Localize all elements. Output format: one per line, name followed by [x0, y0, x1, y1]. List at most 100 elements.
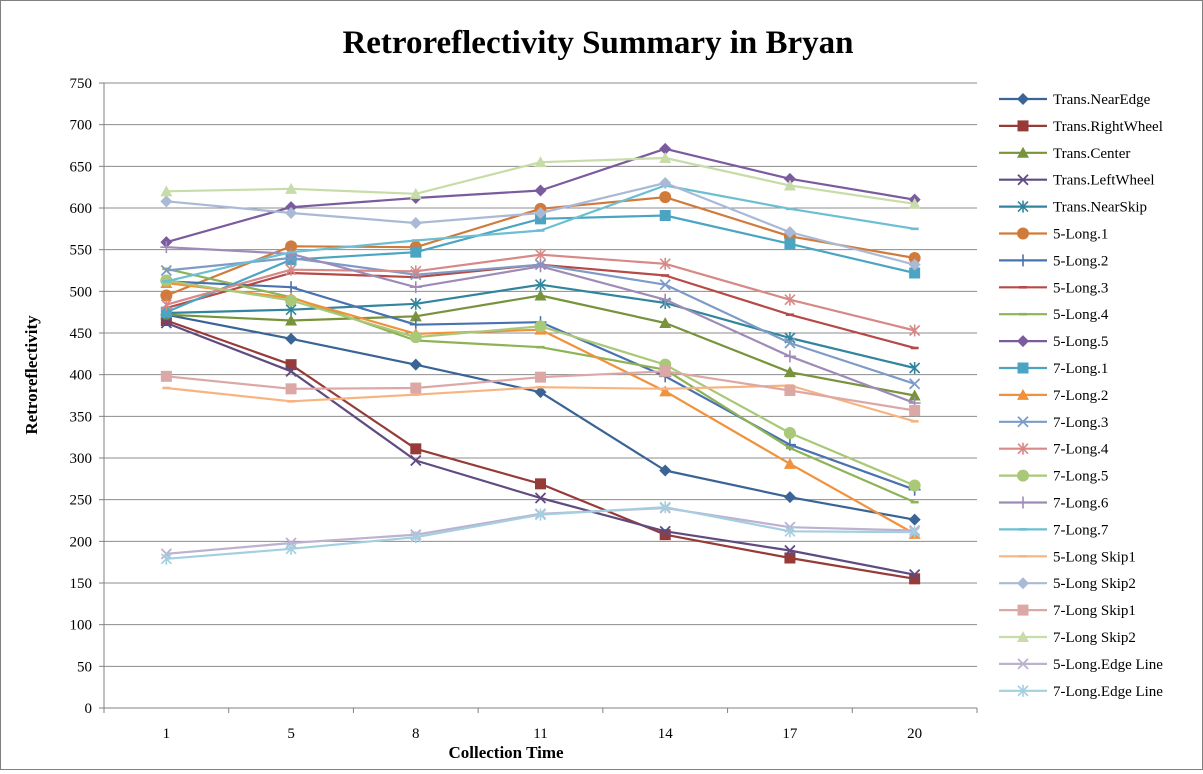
y-tick-label: 250: [70, 493, 93, 509]
legend-marker: [1017, 146, 1029, 158]
data-point: [534, 278, 547, 291]
legend-label: 7-Long.4: [1053, 442, 1109, 458]
legend-label: 5-Long.4: [1053, 307, 1109, 323]
data-point: [285, 240, 298, 253]
data-point: [659, 525, 671, 537]
data-point: [534, 289, 547, 301]
data-point: [285, 281, 298, 294]
data-point: [659, 317, 672, 328]
data-point: [409, 187, 422, 199]
legend-label: 7-Long Skip2: [1053, 630, 1136, 646]
data-point: [410, 531, 422, 544]
data-point: [909, 573, 921, 585]
data-point: [534, 508, 547, 521]
data-point: [908, 258, 921, 271]
y-axis-label: Retroreflectivity: [22, 315, 41, 435]
legend-item: 5-Long.5: [999, 334, 1108, 350]
y-tick-label: 300: [70, 451, 93, 467]
data-point: [410, 246, 422, 258]
legend-marker: [1017, 469, 1029, 482]
legend-label: 5-Long.1: [1053, 227, 1108, 243]
data-point: [160, 289, 173, 302]
y-tick-label: 600: [70, 201, 93, 217]
data-point: [534, 320, 547, 333]
legend-label: Trans.RightWheel: [1053, 119, 1163, 135]
x-tick-label: 8: [412, 726, 420, 742]
data-point: [659, 464, 672, 477]
data-point: [285, 332, 298, 345]
legend-item: 5-Long.4: [999, 307, 1109, 323]
data-point: [659, 385, 672, 397]
series-7-Long.4: [160, 248, 921, 337]
data-point: [783, 226, 796, 239]
data-point: [534, 386, 547, 399]
data-point: [409, 331, 422, 344]
data-point: [783, 172, 796, 185]
data-point: [409, 310, 422, 322]
y-tick-label: 200: [70, 534, 93, 550]
data-point: [908, 389, 921, 401]
y-tick-label: 500: [70, 284, 93, 300]
y-tick-label: 100: [70, 618, 93, 634]
x-tick-label: 17: [782, 726, 798, 742]
legend-label: 7-Long.2: [1053, 388, 1108, 404]
data-point: [285, 263, 297, 276]
legend-label: 7-Long.5: [1053, 469, 1108, 485]
legend-item: Trans.NearSkip: [999, 200, 1147, 216]
series-7-Long.5: [160, 274, 921, 492]
legend-marker: [1017, 604, 1029, 616]
series-Trans.RightWheel: [160, 315, 921, 585]
legend-marker: [1017, 658, 1029, 670]
chart-title: Retroreflectivity Summary in Bryan: [342, 25, 853, 61]
legend-label: Trans.Center: [1053, 146, 1130, 162]
data-point: [160, 298, 172, 311]
axes: 0 50 100 150 200 250 300 350 400 450 500 550 600 650 7…: [70, 76, 978, 742]
legend-marker: [1017, 388, 1029, 400]
data-point: [409, 358, 422, 371]
series-5-Long.2: [160, 275, 921, 496]
y-tick-label: 400: [70, 368, 93, 384]
legend-item: Trans.RightWheel: [999, 119, 1163, 135]
legend-label: Trans.LeftWheel: [1053, 173, 1155, 189]
legend-marker: [1017, 120, 1029, 132]
data-point: [285, 294, 298, 307]
data-point: [285, 383, 297, 395]
y-tick-label: 700: [70, 118, 93, 134]
y-tick-label: 550: [70, 243, 93, 259]
data-point: [285, 542, 297, 555]
data-point: [909, 378, 921, 390]
data-point: [410, 443, 422, 455]
data-point: [160, 315, 172, 326]
data-point: [659, 177, 672, 189]
y-tick-label: 350: [70, 409, 93, 425]
data-point: [783, 350, 796, 363]
legend-item: 7-Long.2: [999, 388, 1108, 404]
legend-item: 7-Long Skip1: [999, 603, 1136, 619]
legend-label: 5-Long.Edge Line: [1053, 657, 1163, 673]
x-tick-label: 1: [163, 726, 171, 742]
legend-item: 7-Long.1: [999, 361, 1108, 377]
x-tick-label: 11: [533, 726, 547, 742]
data-point: [659, 191, 672, 204]
legend-label: 5-Long Skip2: [1053, 576, 1136, 592]
legend-item: Trans.NearEdge: [999, 92, 1151, 108]
data-point: [909, 526, 921, 539]
data-point: [160, 370, 172, 382]
data-point: [410, 454, 422, 467]
data-point: [784, 238, 796, 250]
data-point: [908, 479, 921, 492]
data-point: [659, 152, 672, 163]
legend-item: Trans.Center: [999, 146, 1130, 162]
x-axis-label: Collection Time: [448, 743, 564, 762]
data-point: [908, 252, 921, 264]
series-Trans.NearEdge: [160, 308, 921, 526]
x-tick-label: 5: [287, 726, 295, 742]
legend-item: 7-Long.4: [999, 442, 1109, 458]
legend-marker: [1017, 93, 1029, 105]
data-point: [409, 281, 422, 294]
data-point: [534, 184, 547, 197]
data-point: [783, 427, 796, 439]
data-point: [784, 293, 796, 306]
data-point: [784, 525, 796, 538]
